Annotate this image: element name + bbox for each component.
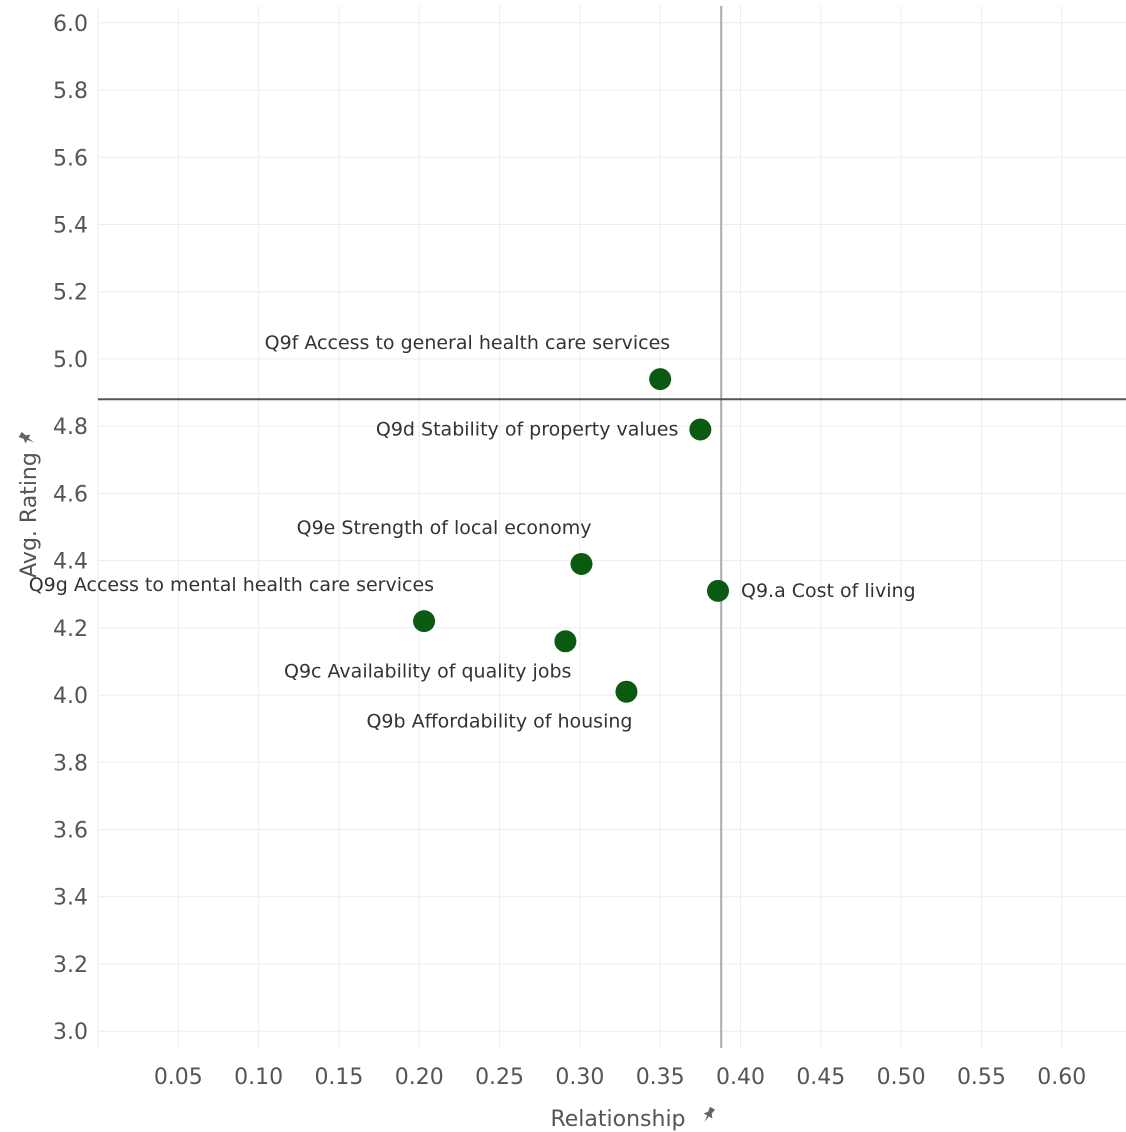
point-label: Q9c Availability of quality jobs <box>284 660 571 682</box>
point-label: Q9f Access to general health care servic… <box>265 332 671 354</box>
point-label: Q9d Stability of property values <box>376 419 678 441</box>
y-tick-label: 4.6 <box>53 482 88 507</box>
gridlines <box>97 6 1126 1048</box>
x-tick-label: 0.05 <box>154 1065 203 1090</box>
x-tick-label: 0.10 <box>234 1065 283 1090</box>
y-tick-label: 5.8 <box>53 79 88 104</box>
data-point[interactable] <box>413 610 436 633</box>
y-tick-label: 3.6 <box>53 819 88 844</box>
y-axis-title: Avg. Rating <box>17 452 42 578</box>
x-tick-label: 0.40 <box>716 1065 765 1090</box>
y-tick-label: 3.4 <box>53 886 88 911</box>
x-tick-label: 0.45 <box>796 1065 845 1090</box>
y-tick-label: 4.0 <box>53 684 88 709</box>
x-axis-title-group: Relationship <box>550 1106 716 1132</box>
data-point[interactable] <box>707 579 730 602</box>
point-label: Q9e Strength of local economy <box>297 517 592 539</box>
y-tick-label: 3.8 <box>53 751 88 776</box>
y-axis-ticks: 3.0 3.2 3.4 3.6 3.8 4.0 4.2 4.4 4.6 4.8 5.0 5.2 5.4 5… <box>53 12 88 1045</box>
y-tick-label: 5.4 <box>53 213 88 238</box>
point-label: Q9.a Cost of living <box>741 580 916 602</box>
data-point[interactable] <box>554 630 577 653</box>
point-label: Q9b Affordability of housing <box>366 711 632 733</box>
data-point[interactable] <box>615 680 638 703</box>
y-tick-label: 3.2 <box>53 953 88 978</box>
y-tick-label: 5.0 <box>53 348 88 373</box>
data-points <box>413 368 730 703</box>
x-axis-title: Relationship <box>550 1107 685 1132</box>
x-tick-label: 0.25 <box>475 1065 524 1090</box>
y-axis-title-group: Avg. Rating <box>17 430 42 578</box>
data-point[interactable] <box>649 368 672 391</box>
y-axis-pin-icon[interactable] <box>18 430 37 447</box>
x-axis-pin-icon[interactable] <box>700 1106 717 1125</box>
x-tick-label: 0.55 <box>957 1065 1006 1090</box>
x-tick-label: 0.15 <box>314 1065 363 1090</box>
x-tick-label: 0.60 <box>1037 1065 1086 1090</box>
data-point[interactable] <box>570 552 593 575</box>
reference-lines <box>98 6 1126 1048</box>
x-tick-label: 0.20 <box>395 1065 444 1090</box>
y-tick-label: 6.0 <box>53 12 88 37</box>
y-tick-label: 3.0 <box>53 1020 88 1045</box>
x-axis-ticks: 0.05 0.10 0.15 0.20 0.25 0.30 0.35 0.40 0.45 0.50… <box>154 1065 1086 1090</box>
x-tick-label: 0.35 <box>636 1065 685 1090</box>
y-tick-label: 4.2 <box>53 617 88 642</box>
point-label: Q9g Access to mental health care service… <box>29 574 434 596</box>
y-tick-label: 4.4 <box>53 550 88 575</box>
y-tick-label: 4.8 <box>53 415 88 440</box>
data-point[interactable] <box>689 418 712 441</box>
y-tick-label: 5.2 <box>53 281 88 306</box>
y-tick-label: 5.6 <box>53 146 88 171</box>
point-labels: Q9f Access to general health care servic… <box>29 332 916 733</box>
x-tick-label: 0.30 <box>555 1065 604 1090</box>
x-tick-label: 0.50 <box>877 1065 926 1090</box>
